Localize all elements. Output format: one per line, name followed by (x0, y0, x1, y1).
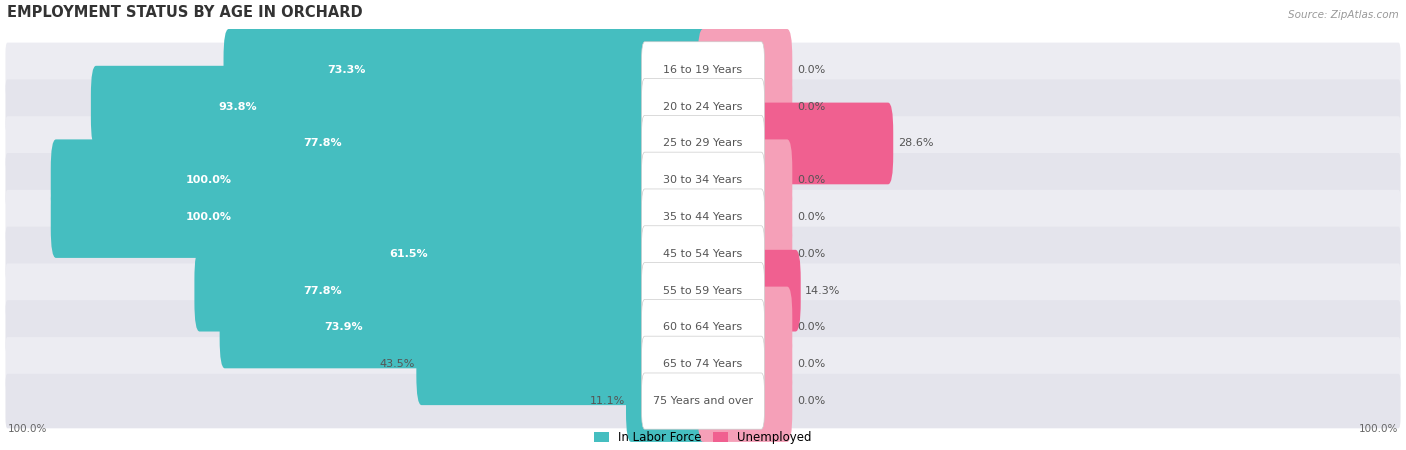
FancyBboxPatch shape (416, 324, 709, 405)
FancyBboxPatch shape (641, 262, 765, 319)
FancyBboxPatch shape (51, 140, 709, 221)
FancyBboxPatch shape (6, 43, 1400, 97)
FancyBboxPatch shape (626, 360, 709, 442)
FancyBboxPatch shape (641, 336, 765, 392)
Text: 65 to 74 Years: 65 to 74 Years (664, 359, 742, 369)
Text: 35 to 44 Years: 35 to 44 Years (664, 212, 742, 222)
Text: 14.3%: 14.3% (806, 286, 841, 296)
FancyBboxPatch shape (224, 29, 709, 111)
FancyBboxPatch shape (697, 324, 793, 405)
FancyBboxPatch shape (6, 190, 1400, 244)
Text: 43.5%: 43.5% (380, 359, 415, 369)
Text: 16 to 19 Years: 16 to 19 Years (664, 65, 742, 75)
Text: 25 to 29 Years: 25 to 29 Years (664, 139, 742, 148)
FancyBboxPatch shape (51, 176, 709, 258)
Text: 11.1%: 11.1% (589, 396, 624, 406)
FancyBboxPatch shape (641, 79, 765, 135)
FancyBboxPatch shape (641, 42, 765, 98)
Text: 60 to 64 Years: 60 to 64 Years (664, 323, 742, 333)
FancyBboxPatch shape (6, 116, 1400, 171)
FancyBboxPatch shape (697, 287, 793, 368)
FancyBboxPatch shape (6, 374, 1400, 428)
Text: 100.0%: 100.0% (7, 424, 46, 434)
FancyBboxPatch shape (6, 337, 1400, 392)
Text: 73.3%: 73.3% (328, 65, 366, 75)
FancyBboxPatch shape (219, 287, 709, 368)
FancyBboxPatch shape (697, 140, 793, 221)
Text: 0.0%: 0.0% (797, 323, 825, 333)
FancyBboxPatch shape (6, 263, 1400, 318)
Text: 0.0%: 0.0% (797, 175, 825, 185)
Legend: In Labor Force, Unemployed: In Labor Force, Unemployed (589, 427, 817, 449)
Text: 100.0%: 100.0% (186, 212, 232, 222)
FancyBboxPatch shape (697, 29, 793, 111)
FancyBboxPatch shape (697, 66, 793, 148)
Text: 61.5%: 61.5% (389, 249, 429, 259)
Text: 0.0%: 0.0% (797, 65, 825, 75)
Text: 0.0%: 0.0% (797, 359, 825, 369)
Text: 55 to 59 Years: 55 to 59 Years (664, 286, 742, 296)
Text: 0.0%: 0.0% (797, 102, 825, 112)
FancyBboxPatch shape (697, 176, 793, 258)
FancyBboxPatch shape (697, 213, 793, 295)
FancyBboxPatch shape (6, 227, 1400, 281)
FancyBboxPatch shape (6, 79, 1400, 134)
FancyBboxPatch shape (194, 250, 709, 332)
FancyBboxPatch shape (641, 152, 765, 208)
FancyBboxPatch shape (194, 103, 709, 184)
FancyBboxPatch shape (641, 115, 765, 171)
Text: 30 to 34 Years: 30 to 34 Years (664, 175, 742, 185)
Text: 73.9%: 73.9% (323, 323, 363, 333)
Text: 0.0%: 0.0% (797, 212, 825, 222)
Text: 0.0%: 0.0% (797, 249, 825, 259)
Text: 75 Years and over: 75 Years and over (652, 396, 754, 406)
Text: 0.0%: 0.0% (797, 396, 825, 406)
Text: 45 to 54 Years: 45 to 54 Years (664, 249, 742, 259)
FancyBboxPatch shape (6, 153, 1400, 207)
Text: 28.6%: 28.6% (898, 139, 934, 148)
Text: 93.8%: 93.8% (218, 102, 257, 112)
Text: 100.0%: 100.0% (1360, 424, 1399, 434)
FancyBboxPatch shape (697, 360, 793, 442)
FancyBboxPatch shape (91, 66, 709, 148)
Text: 77.8%: 77.8% (304, 286, 342, 296)
FancyBboxPatch shape (641, 189, 765, 245)
Text: 77.8%: 77.8% (304, 139, 342, 148)
Text: Source: ZipAtlas.com: Source: ZipAtlas.com (1288, 10, 1399, 20)
FancyBboxPatch shape (641, 299, 765, 356)
FancyBboxPatch shape (697, 250, 800, 332)
Text: 20 to 24 Years: 20 to 24 Years (664, 102, 742, 112)
FancyBboxPatch shape (6, 300, 1400, 355)
FancyBboxPatch shape (299, 213, 709, 295)
FancyBboxPatch shape (641, 373, 765, 429)
FancyBboxPatch shape (697, 103, 893, 184)
Text: 100.0%: 100.0% (186, 175, 232, 185)
Text: EMPLOYMENT STATUS BY AGE IN ORCHARD: EMPLOYMENT STATUS BY AGE IN ORCHARD (7, 5, 363, 20)
FancyBboxPatch shape (641, 226, 765, 282)
